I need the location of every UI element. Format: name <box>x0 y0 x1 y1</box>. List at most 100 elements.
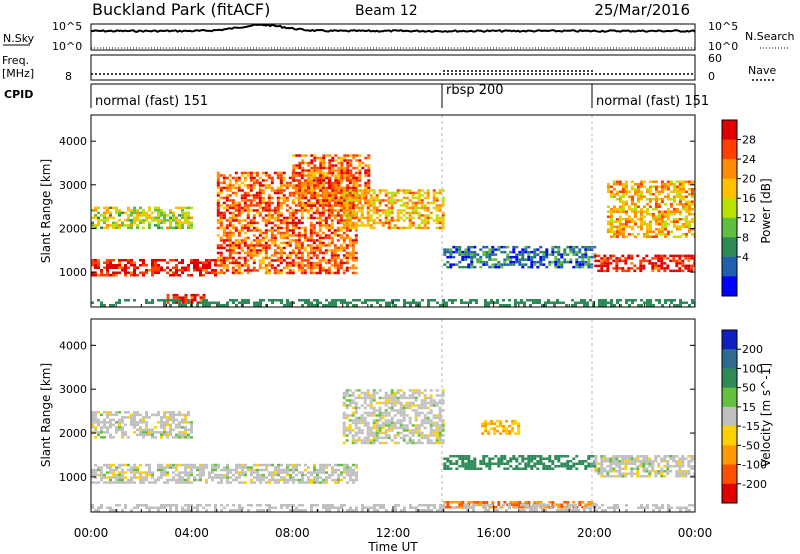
echo-cell <box>693 223 695 226</box>
echo-cell <box>542 465 546 468</box>
echo-cell <box>509 457 513 460</box>
echo-cell <box>488 253 492 256</box>
echo-cell <box>235 463 238 467</box>
echo-cell <box>307 186 311 190</box>
echo-cell <box>348 419 352 422</box>
echo-cell <box>295 468 298 472</box>
echo-cell <box>342 221 346 225</box>
echo-cell <box>339 206 343 210</box>
echo-cell <box>306 251 310 255</box>
echo-cell <box>441 214 445 217</box>
echo-cell <box>133 216 136 220</box>
echo-cell <box>630 195 634 198</box>
echo-cell <box>340 186 344 190</box>
echo-cell <box>276 256 280 260</box>
echo-cell <box>348 236 352 240</box>
echo-cell <box>267 221 271 225</box>
echo-cell <box>315 254 319 257</box>
echo-cell <box>613 304 616 307</box>
echo-cell <box>443 250 447 254</box>
echo-cell <box>390 216 394 220</box>
echo-cell <box>340 301 343 304</box>
echo-cell <box>259 468 262 472</box>
echo-cell <box>429 396 433 400</box>
echo-cell <box>178 261 181 264</box>
echo-cell <box>280 478 283 482</box>
echo-cell <box>396 191 400 195</box>
echo-cell <box>118 471 121 474</box>
echo-cell <box>575 258 579 261</box>
echo-cell <box>97 216 100 220</box>
echo-cell <box>166 418 169 422</box>
echo-cell <box>666 215 670 218</box>
echo-cell <box>225 186 229 190</box>
echo-cell <box>681 223 685 226</box>
echo-cell <box>604 301 607 304</box>
echo-cell <box>258 194 262 197</box>
echo-cell <box>228 246 232 250</box>
echo-cell <box>372 191 376 195</box>
echo-cell <box>312 229 316 232</box>
echo-cell <box>312 231 316 235</box>
echo-cell <box>157 266 160 269</box>
echo-cell <box>301 171 305 175</box>
echo-cell <box>654 235 658 238</box>
echo-cell <box>166 301 170 304</box>
echo-cell <box>369 226 373 230</box>
echo-cell <box>292 184 296 187</box>
echo-cell <box>142 211 145 215</box>
echo-cell <box>334 184 338 187</box>
echo-cell <box>327 209 331 212</box>
echo-cell <box>603 254 607 258</box>
power-x-ticks <box>90 301 696 307</box>
echo-cell <box>322 184 326 187</box>
echo-cell <box>133 476 136 479</box>
echo-cell <box>500 457 504 460</box>
echo-cell <box>491 253 495 256</box>
echo-cell <box>411 194 415 197</box>
echo-cell <box>196 301 200 304</box>
echo-cell <box>446 457 450 460</box>
echo-cell <box>384 431 388 435</box>
echo-cell <box>157 224 160 227</box>
echo-cell <box>615 220 619 223</box>
echo-cell <box>441 204 445 207</box>
echo-cell <box>354 404 358 407</box>
echo-cell <box>109 304 112 307</box>
echo-cell <box>118 271 121 274</box>
echo-cell <box>654 254 658 258</box>
echo-cell <box>547 299 550 302</box>
echo-cell <box>618 195 622 198</box>
echo-cell <box>265 481 268 484</box>
echo-cell <box>285 254 289 257</box>
echo-cell <box>355 299 358 302</box>
echo-cell <box>112 418 115 422</box>
echo-cell <box>399 436 403 440</box>
echo-cell <box>681 208 685 211</box>
echo-cell <box>420 441 424 445</box>
echo-cell <box>130 259 133 262</box>
echo-cell <box>231 256 235 260</box>
echo-cell <box>684 233 688 236</box>
echo-cell <box>139 271 142 274</box>
echo-cell <box>630 203 634 206</box>
echo-cell <box>276 259 280 262</box>
echo-cell <box>672 210 676 213</box>
echo-cell <box>334 196 338 200</box>
echo-cell <box>675 188 679 191</box>
echo-cell <box>369 396 373 400</box>
echo-cell <box>124 211 127 215</box>
echo-cell <box>277 468 280 472</box>
echo-cell <box>536 460 540 463</box>
echo-cell <box>449 263 453 266</box>
echo-cell <box>639 215 643 218</box>
echo-cell <box>627 218 631 221</box>
echo-cell <box>151 269 154 272</box>
echo-cell <box>455 462 459 465</box>
echo-cell <box>199 301 202 304</box>
echo-cell <box>318 204 322 207</box>
echo-cell <box>490 299 493 302</box>
echo-cell <box>312 241 316 245</box>
echo-cell <box>642 185 646 188</box>
